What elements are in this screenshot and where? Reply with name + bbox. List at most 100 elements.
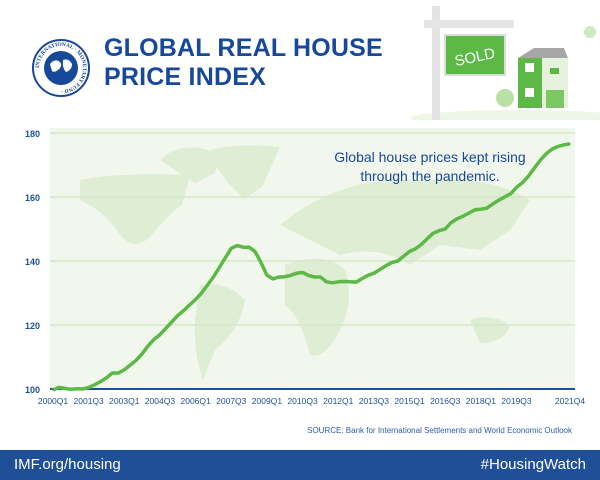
data-point <box>438 229 441 232</box>
data-point <box>325 281 328 283</box>
data-point <box>93 384 96 386</box>
data-point <box>266 274 268 276</box>
data-point <box>248 246 250 249</box>
data-point <box>545 153 548 155</box>
data-point <box>188 304 191 306</box>
data-point <box>384 265 387 267</box>
data-point <box>343 280 345 283</box>
sign-arm <box>424 20 514 28</box>
data-point <box>450 221 452 224</box>
data-point <box>236 244 239 247</box>
data-point <box>52 389 54 391</box>
data-point <box>444 228 447 230</box>
x-tick-label: 2007Q3 <box>216 396 247 406</box>
annotation-line-2: through the pandemic. <box>360 168 499 184</box>
data-point <box>509 193 512 195</box>
data-point <box>176 314 179 317</box>
data-point <box>64 387 66 390</box>
data-point <box>278 276 280 278</box>
data-point <box>480 208 482 210</box>
title-line-2: PRICE INDEX <box>104 63 266 91</box>
data-point <box>307 274 310 277</box>
data-point <box>491 203 494 205</box>
y-tick-label: 140 <box>25 257 40 267</box>
x-axis-ticks: 2000Q1 2001Q3 2003Q1 2004Q3 2006Q1 2007Q3 2009… <box>38 396 586 406</box>
data-point <box>117 372 120 374</box>
data-point <box>497 199 500 201</box>
data-point <box>337 281 340 283</box>
data-point <box>212 276 215 278</box>
data-point <box>390 261 393 264</box>
x-tick-label: 2018Q1 <box>466 396 497 406</box>
x-tick-label: 2009Q1 <box>252 396 283 406</box>
x-tick-label: 2013Q3 <box>359 396 390 406</box>
data-point <box>70 388 72 391</box>
data-point <box>81 388 84 390</box>
data-point <box>361 277 363 280</box>
sold-sign <box>444 34 506 76</box>
data-point <box>379 268 381 271</box>
data-point <box>75 387 78 390</box>
data-point <box>230 247 233 249</box>
data-point <box>283 275 286 278</box>
data-point <box>367 274 369 277</box>
data-point <box>141 353 143 355</box>
footer-bar: IMF.org/housing #HousingWatch <box>0 450 600 480</box>
data-point <box>456 217 458 220</box>
data-point <box>242 246 244 249</box>
y-tick-label: 120 <box>25 321 40 331</box>
data-point <box>295 272 298 274</box>
x-tick-label: 2012Q1 <box>323 396 354 406</box>
data-point <box>539 159 542 161</box>
data-point <box>111 372 114 374</box>
data-point <box>105 377 108 379</box>
gridlines <box>50 132 575 326</box>
y-axis-ticks: 100 120 140 160 180 <box>25 129 40 395</box>
data-point <box>349 281 351 283</box>
data-point <box>313 276 316 278</box>
y-tick-label: 100 <box>25 385 40 395</box>
series-points <box>52 143 571 391</box>
data-point <box>254 250 256 253</box>
data-point <box>527 175 530 177</box>
data-point <box>218 266 221 269</box>
x-tick-label: 2004Q3 <box>145 396 176 406</box>
data-point <box>414 248 417 250</box>
data-point <box>289 274 292 277</box>
footer-link[interactable]: IMF.org/housing <box>14 456 121 473</box>
data-point <box>486 207 488 209</box>
data-point <box>171 321 173 323</box>
x-tick-label: 2021Q4 <box>555 396 586 406</box>
page-title: GLOBAL REAL HOUSE PRICE INDEX <box>104 34 383 92</box>
title-line-1: GLOBAL REAL HOUSE <box>104 34 383 62</box>
footer-hashtag: #HousingWatch <box>480 456 586 473</box>
x-tick-label: 2010Q3 <box>287 396 318 406</box>
x-tick-label: 2000Q1 <box>38 396 69 406</box>
data-point <box>87 386 90 389</box>
annotation-line-1: Global house prices kept rising <box>334 149 525 165</box>
data-point <box>159 333 161 336</box>
data-point <box>474 209 476 211</box>
data-point <box>408 250 411 253</box>
data-point <box>99 380 102 383</box>
data-point <box>355 281 357 283</box>
data-point <box>557 145 559 148</box>
data-point <box>200 292 203 294</box>
data-point <box>373 272 375 274</box>
data-point <box>153 338 155 341</box>
house-price-chart: 100 120 140 160 180 2000Q1 2001Q3 2003Q1 2004Q3… <box>25 128 586 406</box>
data-point <box>468 212 470 214</box>
x-tick-label: 2019Q3 <box>501 396 532 406</box>
data-point <box>147 345 149 347</box>
data-point <box>551 148 553 150</box>
source-note: SOURCE: Bank for International Settlemen… <box>307 426 572 435</box>
data-point <box>165 327 167 329</box>
data-point <box>224 257 227 259</box>
data-point <box>503 196 506 198</box>
x-tick-label: 2006Q1 <box>180 396 211 406</box>
data-point <box>420 243 423 246</box>
data-point <box>462 215 464 217</box>
x-tick-label: 2016Q3 <box>430 396 461 406</box>
data-point <box>396 260 399 262</box>
sign-post <box>432 6 440 120</box>
